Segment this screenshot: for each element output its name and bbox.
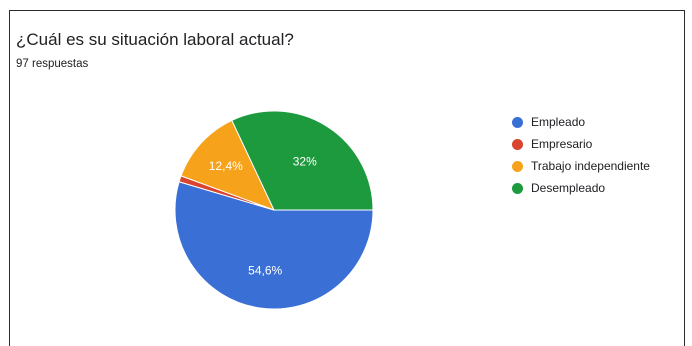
- legend-item-empresario[interactable]: Empresario: [512, 134, 650, 154]
- legend-swatch: [512, 160, 523, 172]
- legend-label: Empresario: [531, 137, 593, 151]
- pie-chart: 54,6% 12,4% 32%: [174, 110, 374, 310]
- legend-swatch: [512, 116, 523, 128]
- pie-slice-trabajo-independiente[interactable]: [180, 119, 275, 211]
- pie-slice-desempleado[interactable]: [231, 110, 374, 211]
- legend-item-desempleado[interactable]: Desempleado: [512, 178, 650, 198]
- legend-item-empleado[interactable]: Empleado: [512, 112, 650, 132]
- legend-label: Empleado: [531, 115, 586, 129]
- legend-swatch: [512, 138, 523, 150]
- pie-slice-label: 54,6%: [248, 264, 282, 278]
- response-count: 97 respuestas: [16, 58, 89, 70]
- legend-label: Trabajo independiente: [531, 159, 650, 173]
- legend-item-trabajo-independiente[interactable]: Trabajo independiente: [512, 156, 650, 176]
- pie-slice-label: 32%: [293, 155, 317, 169]
- legend-swatch: [512, 182, 523, 194]
- chart-legend: Empleado Empresario Trabajo independiente D…: [512, 112, 650, 200]
- pie-slice-empleado[interactable]: [174, 181, 374, 310]
- chart-title: ¿Cuál es su situación laboral actual?: [16, 30, 294, 49]
- pie-slice-label: 12,4%: [209, 159, 243, 173]
- legend-label: Desempleado: [531, 181, 606, 195]
